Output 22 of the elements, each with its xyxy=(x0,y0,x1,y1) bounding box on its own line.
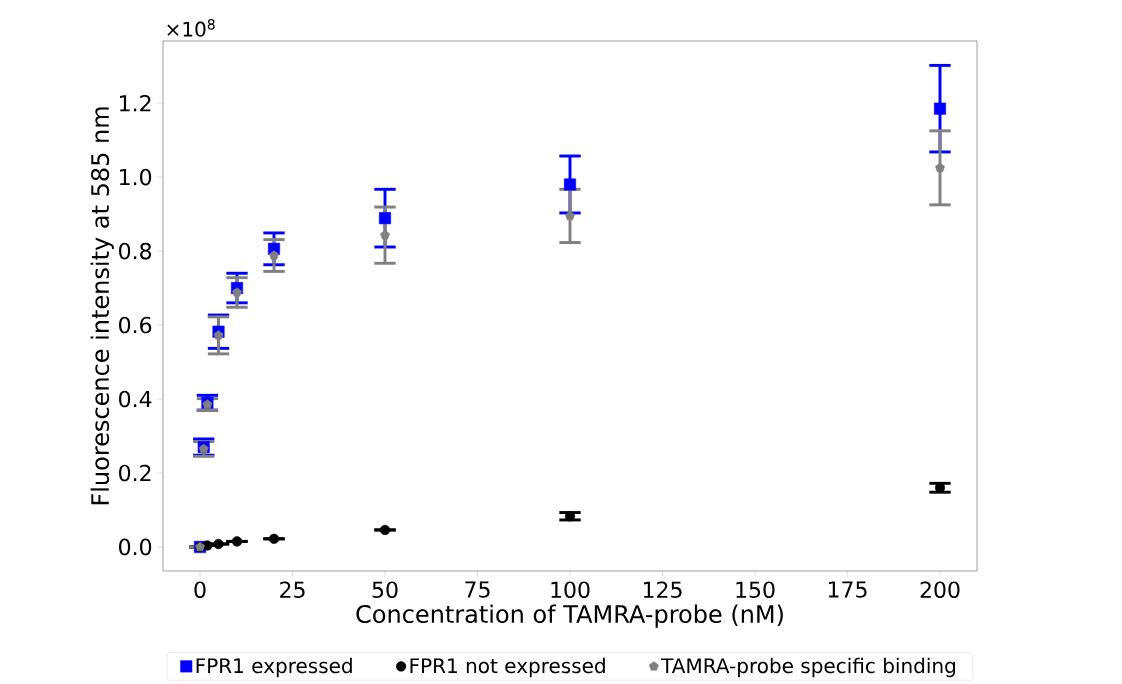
text: ×10$^{8}$ xyxy=(167,19,215,37)
y-tick-label: 1.2 xyxy=(120,94,151,112)
legend-label: FPR1 not expressed xyxy=(410,657,605,678)
y-tick-label: 1.0 xyxy=(120,168,152,186)
x-tick-label: 175 xyxy=(828,581,867,598)
x-tick-label: 50 xyxy=(372,581,398,599)
x-axis-title: Concentration of TAMRA-probe (nM) xyxy=(356,604,783,628)
y-axis-title: Fluorescence intensity at 585 nm xyxy=(90,107,114,505)
y-tick-label: 0.4 xyxy=(119,390,152,408)
x-tick-label: 150 xyxy=(736,581,775,599)
x-tick-label: 100 xyxy=(551,581,590,599)
x-tick-label: 200 xyxy=(920,581,960,599)
x-tick-label: 75 xyxy=(465,581,490,598)
y-tick-label: 0.2 xyxy=(119,464,151,482)
legend-label: FPR1 expressed xyxy=(196,657,352,678)
y-tick-label: 0.8 xyxy=(119,242,152,260)
y-tick-label: 0.0 xyxy=(119,538,152,556)
x-tick-label: 0 xyxy=(194,581,206,599)
legend-label: TAMRA-probe specific binding xyxy=(661,657,955,678)
x-tick-label: 125 xyxy=(643,581,682,599)
x-tick-label: 25 xyxy=(280,581,305,599)
y-tick-label: 0.6 xyxy=(119,316,152,334)
